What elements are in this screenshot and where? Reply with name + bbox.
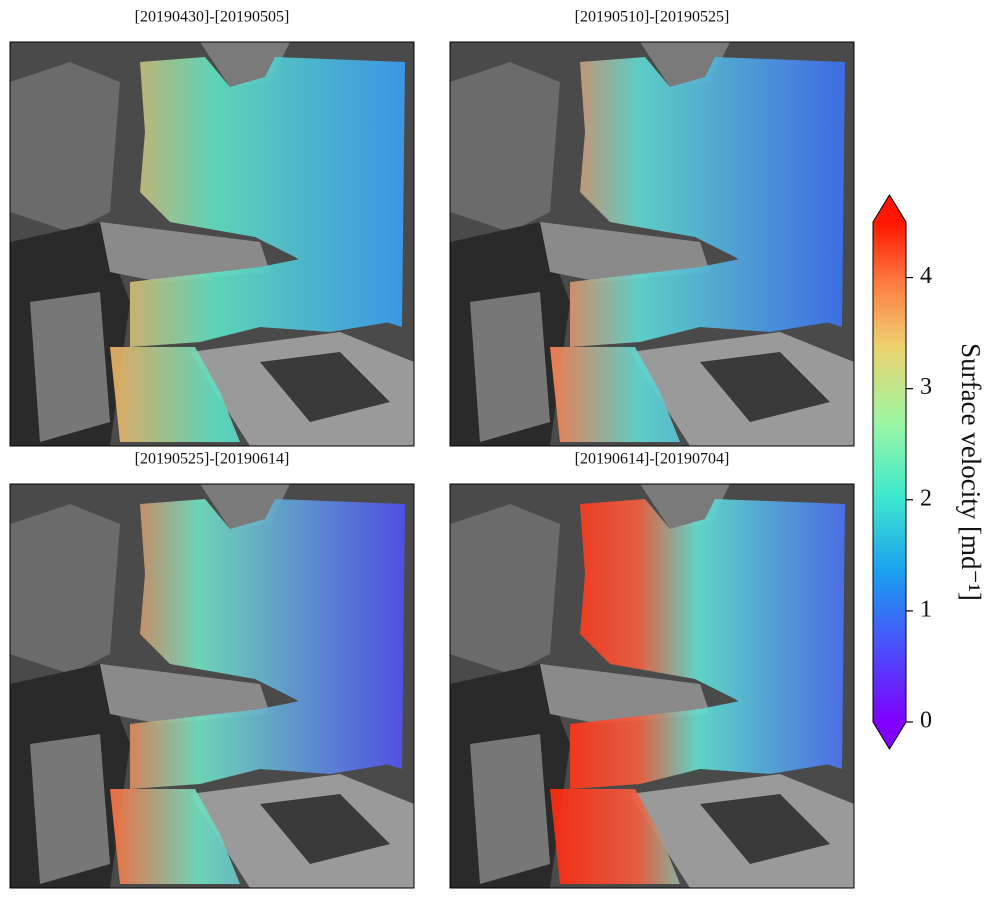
tick-label: 4 bbox=[920, 263, 932, 289]
tick-label: 2 bbox=[920, 485, 932, 511]
panel-title: [20190614]-[20190704] bbox=[575, 451, 730, 468]
map-panel bbox=[450, 484, 854, 888]
map-panel bbox=[10, 484, 414, 888]
panels: [20190430]-[20190505] [20190510]-[2019052… bbox=[10, 9, 854, 888]
panel-title: [20190430]-[20190505] bbox=[135, 9, 290, 26]
colorbar: 0 1 2 3 4 Surface velocity [md⁻¹] bbox=[873, 195, 986, 749]
tick-label: 3 bbox=[920, 374, 932, 400]
colorbar-extend-min bbox=[873, 722, 906, 749]
map-panel bbox=[10, 42, 414, 446]
colorbar-label: Surface velocity [md⁻¹] bbox=[956, 343, 986, 601]
map-panel bbox=[450, 42, 854, 446]
tick-label: 1 bbox=[920, 596, 932, 622]
panel-title: [20190525]-[20190614] bbox=[135, 451, 290, 468]
panel-title: [20190510]-[20190525] bbox=[575, 9, 730, 26]
tick-label: 0 bbox=[920, 708, 932, 734]
colorbar-body bbox=[873, 222, 906, 722]
colorbar-extend-max bbox=[873, 195, 906, 222]
figure: [20190430]-[20190505] [20190510]-[2019052… bbox=[0, 0, 993, 898]
